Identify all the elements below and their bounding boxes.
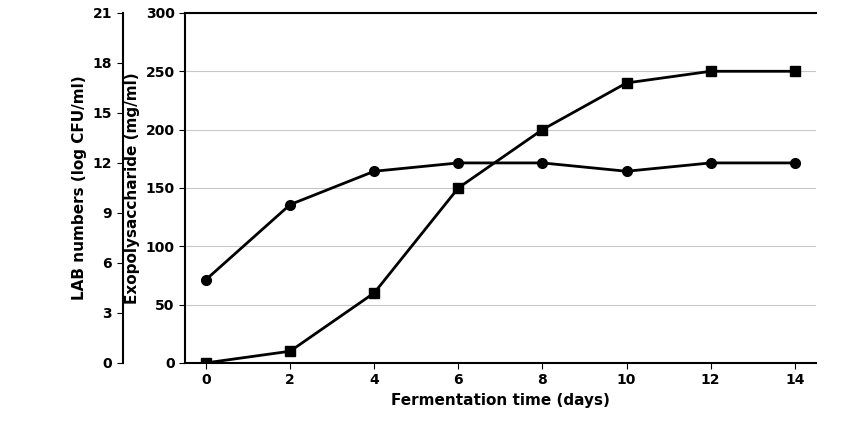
Y-axis label: LAB numbers (log CFU/ml): LAB numbers (log CFU/ml) xyxy=(72,76,87,300)
Y-axis label: Exopolysaccharide (mg/ml): Exopolysaccharide (mg/ml) xyxy=(125,72,140,304)
X-axis label: Fermentation time (days): Fermentation time (days) xyxy=(391,393,610,408)
